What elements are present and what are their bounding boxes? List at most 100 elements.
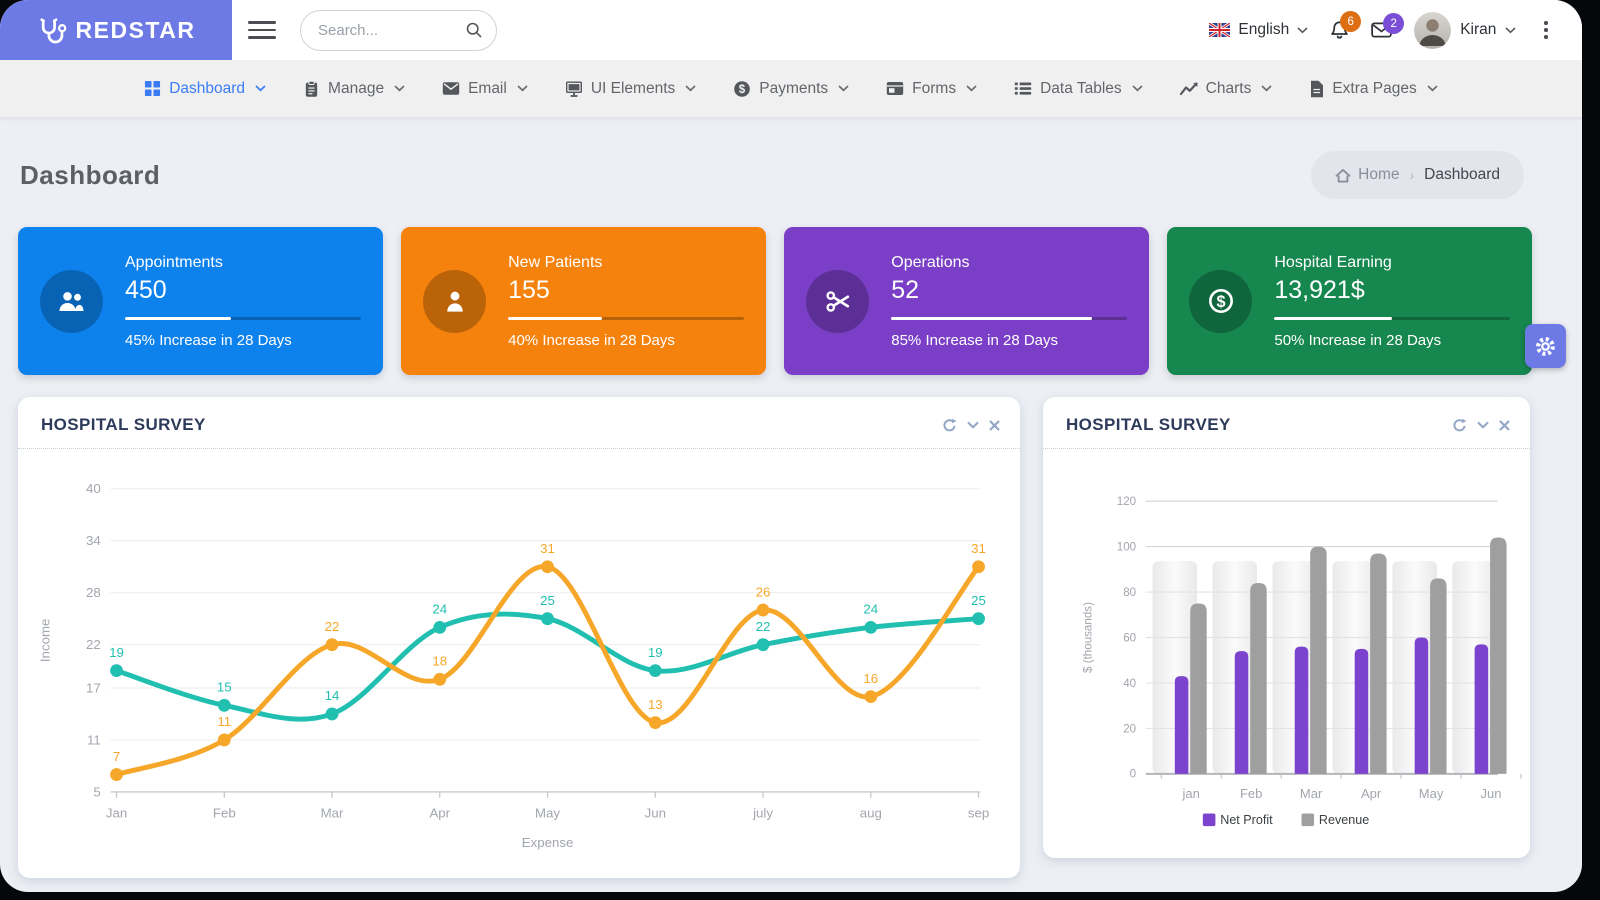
line-series-teal-series — [117, 614, 979, 719]
uk-flag-icon — [1209, 23, 1230, 37]
data-point — [972, 560, 985, 573]
avatar — [1414, 12, 1451, 49]
nav-item-payments[interactable]: $ Payments — [733, 80, 849, 98]
y-tick-label: 120 — [1117, 495, 1136, 508]
chevron-down-icon — [838, 85, 849, 92]
y-tick-label: 28 — [86, 585, 101, 600]
data-point — [649, 664, 662, 677]
y-tick-label: 11 — [87, 732, 101, 747]
data-label: 19 — [109, 645, 124, 660]
data-point — [864, 690, 877, 703]
data-point — [757, 638, 770, 651]
chevron-down-icon — [1427, 85, 1438, 92]
breadcrumb-separator: › — [1410, 167, 1415, 183]
topbar-actions: English 6 2 — [1209, 12, 1582, 49]
legend-label: Net Profit — [1220, 813, 1273, 827]
stat-value: 13,921$ — [1274, 276, 1510, 305]
home-icon — [1335, 168, 1351, 183]
notifications-button[interactable]: 6 — [1330, 20, 1349, 40]
stethoscope-icon — [37, 17, 67, 44]
data-point — [541, 612, 554, 625]
stat-card-hospital-earning: $ Hospital Earning 13,921$ 50% Increase … — [1167, 227, 1532, 375]
legend-label: Revenue — [1319, 813, 1369, 827]
x-tick-label: Mar — [321, 805, 344, 820]
bar-revenue — [1190, 603, 1206, 773]
nav-label: UI Elements — [591, 80, 675, 98]
hospital-survey-bar-card: HOSPITAL SURVEY — [1043, 397, 1530, 858]
messages-button[interactable]: 2 — [1371, 22, 1392, 38]
patient-icon — [423, 270, 486, 333]
list-icon — [1014, 81, 1032, 96]
x-tick-label: May — [535, 805, 560, 820]
stat-caption: 45% Increase in 28 Days — [125, 332, 361, 349]
user-menu[interactable]: Kiran — [1414, 12, 1516, 49]
refresh-icon[interactable] — [942, 418, 957, 433]
data-point — [757, 604, 770, 617]
menu-toggle-button[interactable] — [248, 16, 276, 44]
nav-item-extra-pages[interactable]: Extra Pages — [1309, 80, 1437, 98]
collapse-icon[interactable] — [967, 421, 979, 429]
language-selector[interactable]: English — [1209, 21, 1308, 39]
data-label: 24 — [863, 602, 878, 617]
close-icon[interactable] — [989, 420, 1000, 431]
charts-row: HOSPITAL SURVEY — [18, 397, 1582, 878]
data-point — [433, 621, 446, 634]
bar-net-profit — [1175, 676, 1189, 774]
nav-item-data-tables[interactable]: Data Tables — [1014, 80, 1143, 98]
line-chart-svg: 5111722283440JanFebMarAprMayJunjulyaugse… — [26, 453, 1012, 871]
settings-button[interactable] — [1525, 324, 1566, 368]
brand-name: REDSTAR — [76, 17, 196, 44]
nav-label: Data Tables — [1040, 80, 1122, 98]
panel-title: HOSPITAL SURVEY — [41, 415, 206, 435]
search-icon[interactable] — [466, 22, 482, 38]
brand-logo[interactable]: REDSTAR — [0, 0, 232, 60]
chevron-down-icon — [685, 85, 696, 92]
data-point — [218, 699, 231, 712]
chevron-down-icon — [394, 85, 405, 92]
data-label: 13 — [648, 697, 663, 712]
legend-swatch — [1301, 814, 1314, 827]
nav-item-forms[interactable]: Forms — [886, 80, 977, 98]
x-tick-label: Jun — [1481, 786, 1502, 801]
x-axis-title: Expense — [522, 835, 574, 850]
bar-revenue — [1250, 583, 1266, 774]
stat-card-appointments: Appointments 450 45% Increase in 28 Days — [18, 227, 383, 375]
window-icon — [886, 81, 904, 96]
data-point — [218, 734, 231, 747]
x-tick-label: May — [1419, 786, 1444, 801]
y-tick-label: 0 — [1130, 768, 1136, 781]
nav-label: Charts — [1206, 80, 1252, 98]
stat-caption: 85% Increase in 28 Days — [891, 332, 1127, 349]
stat-caption: 50% Increase in 28 Days — [1274, 332, 1510, 349]
x-tick-label: july — [752, 805, 773, 820]
bar-net-profit — [1355, 649, 1369, 774]
x-tick-label: Mar — [1300, 786, 1323, 801]
refresh-icon[interactable] — [1452, 418, 1467, 433]
panel-actions — [942, 418, 1000, 433]
search-input[interactable] — [318, 22, 466, 39]
nav-item-dashboard[interactable]: Dashboard — [144, 80, 266, 98]
stat-card-operations: Operations 52 85% Increase in 28 Days — [784, 227, 1149, 375]
nav-item-charts[interactable]: Charts — [1180, 80, 1273, 98]
y-axis-title: Income — [38, 619, 53, 663]
dollar-icon: $ — [733, 80, 751, 98]
breadcrumb-home-link[interactable]: Home — [1335, 166, 1399, 184]
bar-revenue — [1310, 547, 1326, 774]
progress-bar — [891, 317, 1127, 320]
data-label: 24 — [432, 602, 447, 617]
page-title: Dashboard — [20, 160, 160, 191]
nav-item-ui-elements[interactable]: UI Elements — [565, 80, 696, 98]
data-label: 16 — [863, 671, 878, 686]
search-box[interactable] — [300, 10, 497, 51]
nav-item-manage[interactable]: Manage — [303, 80, 405, 98]
bar-chart-svg: 020406080100120janFebMarAprMayJun$ (thou… — [1051, 453, 1522, 851]
stat-value: 52 — [891, 276, 1127, 305]
collapse-icon[interactable] — [1477, 421, 1489, 429]
close-icon[interactable] — [1499, 420, 1510, 431]
more-options-button[interactable] — [1538, 17, 1554, 43]
data-point — [864, 621, 877, 634]
nav-item-email[interactable]: Email — [442, 80, 528, 98]
y-tick-label: 60 — [1123, 631, 1136, 644]
data-label: 25 — [540, 593, 555, 608]
chevron-down-icon — [1261, 85, 1272, 92]
